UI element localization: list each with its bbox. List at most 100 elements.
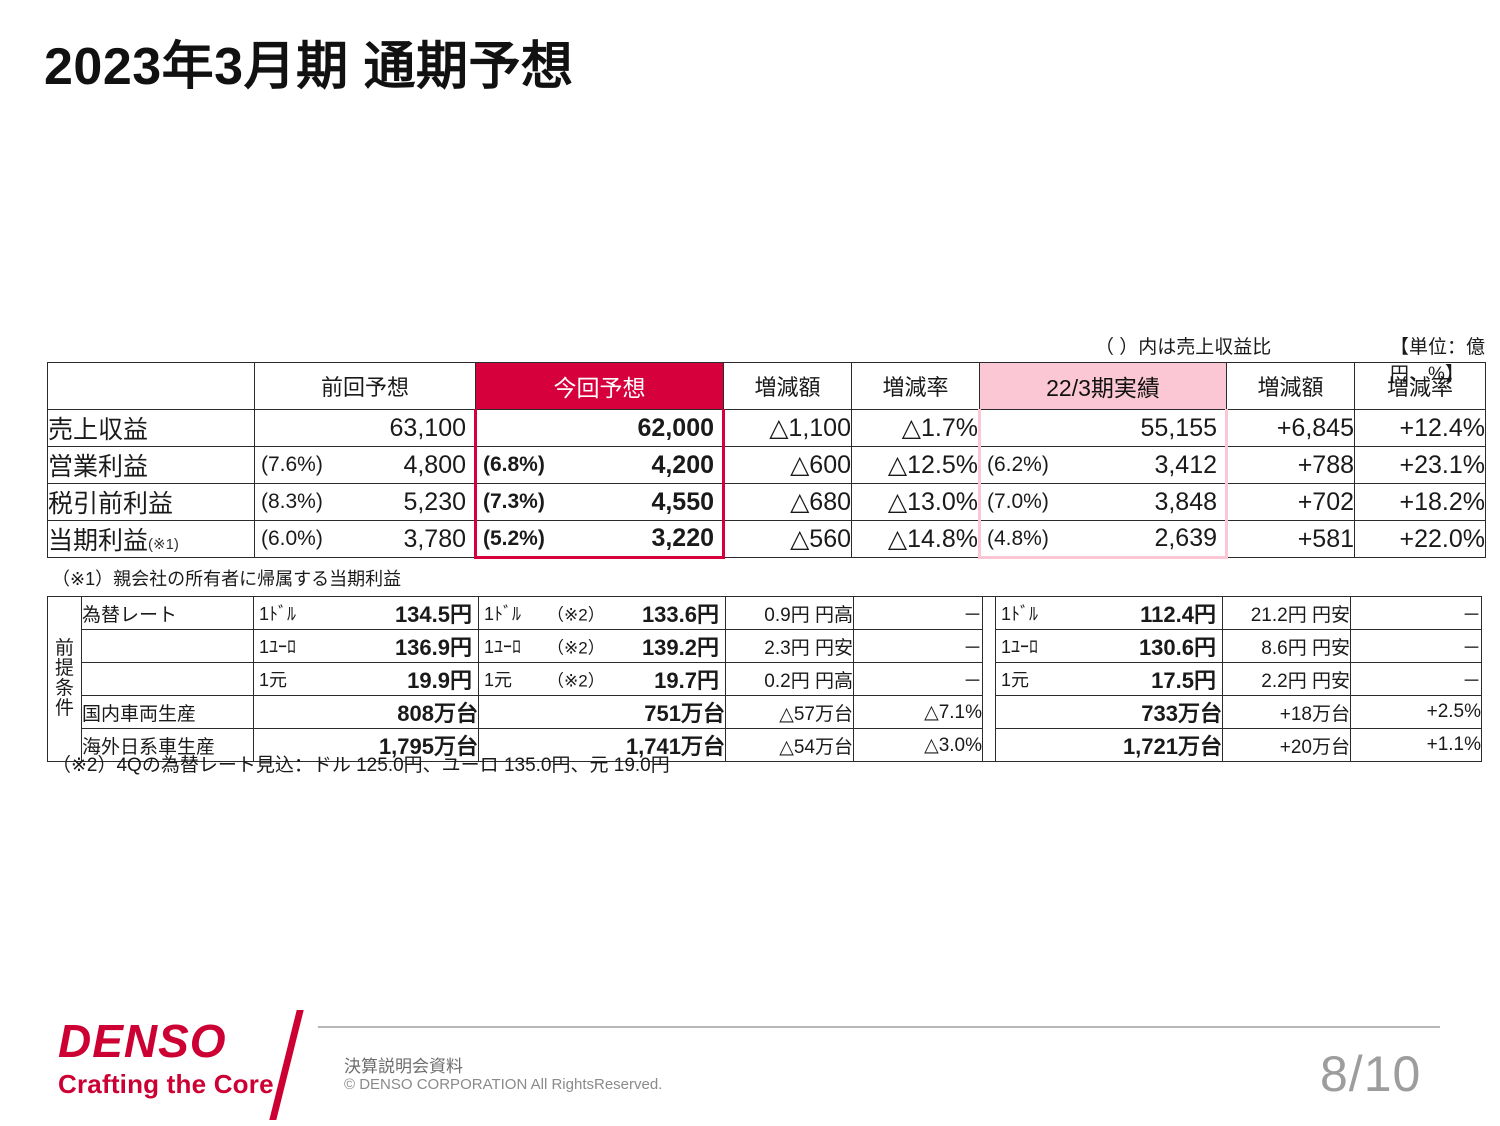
pct-value: (7.3%) <box>483 490 545 513</box>
assumption-item-label: 海外日系車生産 <box>81 728 254 762</box>
cell-actual-net-profit: (4.8%) 2,639 <box>978 520 1228 559</box>
assumptions-table: 前 提 条 件 為替レート 1ﾄﾞﾙ 134.5円 1ﾄﾞﾙ （※2） 133.6円 … <box>47 596 1482 762</box>
header-previous-forecast: 前回予想 <box>254 362 476 410</box>
cell-prev-operating-profit: (7.6%) 4,800 <box>254 446 476 484</box>
cell-diff2-operating-profit: +788 <box>1226 446 1355 484</box>
amount-value: 55,155 <box>1140 413 1217 442</box>
pct-value: (6.8%) <box>483 453 545 476</box>
table-notes: （ ）内は売上収益比 【単位：億円、%】 <box>45 332 1485 385</box>
assumption-rate2-eur: － <box>1350 629 1482 663</box>
assumption-diff1-overseas: △54万台 <box>725 728 854 762</box>
cell-rate1-operating-profit: △12.5% <box>851 446 980 484</box>
assumption-row: 1元 19.9円 1元 （※2） 19.7円 0.2円 円高 － 1元 17.5円 2.… <box>48 662 1482 696</box>
footnote-ref: （※2） <box>547 671 605 691</box>
assumptions-section: 前 提 条 件 為替レート 1ﾄﾞﾙ 134.5円 1ﾄﾞﾙ （※2） 133.6円 … <box>47 596 1482 762</box>
assumption-rate2-cny: － <box>1350 662 1482 696</box>
row-label-net-profit: 当期利益(※1) <box>47 520 255 558</box>
cell-prev-net-profit: (6.0%) 3,780 <box>254 520 476 558</box>
amount-value: 4,200 <box>651 450 714 479</box>
assumption-rate1-cny: － <box>853 662 983 696</box>
vlabel-char: 条 <box>54 678 74 699</box>
assumption-current-eur: 1ﾕｰﾛ （※2） 139.2円 <box>478 629 726 663</box>
footnote-ref: （※2） <box>547 605 605 625</box>
amount-value: 19.7円 <box>654 668 719 693</box>
amount-value: 130.6円 <box>1138 635 1216 660</box>
amount-value: 3,780 <box>403 524 466 553</box>
page-title: 2023年3月期 通期予想 <box>44 38 574 96</box>
header-current-forecast: 今回予想 <box>475 362 724 410</box>
row-label-pretax-profit: 税引前利益 <box>47 483 255 521</box>
assumption-current-cny: 1元 （※2） 19.7円 <box>478 662 726 696</box>
logo-wordmark: DENSO <box>58 1015 227 1067</box>
denso-logo: DENSO Crafting the Core <box>58 1018 274 1097</box>
cell-rate2-pretax-profit: +18.2% <box>1354 483 1486 521</box>
logo-tagline: Crafting the Core <box>58 1069 274 1099</box>
table-row: 当期利益(※1) (6.0%) 3,780 (5.2%) 3,220 △560 △1… <box>47 520 1486 559</box>
header-change-amount-2: 増減額 <box>1226 362 1355 410</box>
assumption-rate1-usd: － <box>853 596 983 630</box>
cell-current-pretax-profit: (7.3%) 4,550 <box>474 483 725 521</box>
cell-rate1-revenue: △1.7% <box>851 409 980 447</box>
assumption-diff2-cny: 2.2円 円安 <box>1222 662 1351 696</box>
assumption-rate1-eur: － <box>853 629 983 663</box>
currency-label: 1ﾄﾞﾙ <box>484 604 522 624</box>
assumption-item-label: 為替レート <box>81 596 254 630</box>
cell-rate2-operating-profit: +23.1% <box>1354 446 1486 484</box>
cell-current-revenue: 62,000 <box>474 409 725 447</box>
cell-prev-pretax-profit: (8.3%) 5,230 <box>254 483 476 521</box>
row-label-text: 営業利益 <box>48 453 149 481</box>
pct-value: (7.6%) <box>261 453 323 476</box>
assumption-rate1-overseas: △3.0% <box>853 728 983 762</box>
assumption-row: 海外日系車生産 1,795万台 1,741万台 △54万台 △3.0% 1,72… <box>48 728 1482 762</box>
row-label-operating-profit: 営業利益 <box>47 446 255 484</box>
assumptions-gap <box>983 597 996 762</box>
assumption-diff1-domestic: △57万台 <box>725 695 854 729</box>
assumption-row: 前 提 条 件 為替レート 1ﾄﾞﾙ 134.5円 1ﾄﾞﾙ （※2） 133.6円 … <box>47 596 1482 762</box>
pct-value: (5.2%) <box>483 526 545 550</box>
assumption-prev-eur: 1ﾕｰﾛ 136.9円 <box>253 629 479 663</box>
assumption-current-overseas: 1,741万台 <box>478 728 726 762</box>
forecast-table: 前回予想 今回予想 増減額 増減率 22/3期実績 増減額 増減率 売上収益 6… <box>47 362 1486 559</box>
assumption-prev-domestic: 808万台 <box>253 695 479 729</box>
row-label-text: 当期利益 <box>48 527 149 555</box>
page-number: 8/10 <box>1320 1046 1422 1102</box>
amount-value: 2,639 <box>1154 524 1217 552</box>
vlabel-char: 提 <box>54 657 74 679</box>
assumption-diff1-eur: 2.3円 円安 <box>725 629 854 663</box>
assumption-row: 国内車両生産 808万台 751万台 △57万台 △7.1% 733万台 +18… <box>48 695 1482 729</box>
assumption-actual-eur: 1ﾕｰﾛ 130.6円 <box>995 629 1223 663</box>
assumption-diff2-domestic: +18万台 <box>1222 695 1351 729</box>
header-change-amount-1: 増減額 <box>723 362 852 410</box>
vlabel-char: 件 <box>54 698 74 720</box>
currency-label: 1ﾕｰﾛ <box>259 637 297 657</box>
currency-label: 1ﾕｰﾛ <box>1001 637 1039 657</box>
currency-label: 1元 <box>259 670 288 690</box>
cell-diff2-net-profit: +581 <box>1226 520 1355 558</box>
table-row: 税引前利益 (8.3%) 5,230 (7.3%) 4,550 △680 △13.0… <box>47 483 1486 521</box>
cell-prev-revenue: 63,100 <box>254 409 476 447</box>
cell-diff1-operating-profit: △600 <box>723 446 852 484</box>
cell-current-net-profit: (5.2%) 3,220 <box>474 520 725 559</box>
currency-label: 1ﾄﾞﾙ <box>1001 604 1039 624</box>
assumption-item-label <box>81 662 254 696</box>
assumption-current-usd: 1ﾄﾞﾙ （※2） 133.6円 <box>478 596 726 630</box>
amount-value: 3,412 <box>1154 450 1217 479</box>
assumption-item-label <box>81 629 254 663</box>
cell-diff1-pretax-profit: △680 <box>723 483 852 521</box>
footnote-2: （※2）4Qの為替レート見込：ドル 125.0円、ユーロ 135.0円、元 19… <box>52 755 670 776</box>
assumption-diff2-usd: 21.2円 円安 <box>1222 596 1351 630</box>
vlabel-char: 前 <box>54 637 74 659</box>
row-label-revenue: 売上収益 <box>47 409 255 447</box>
assumption-rate2-domestic: +2.5% <box>1350 695 1482 729</box>
assumption-prev-overseas: 1,795万台 <box>253 728 479 762</box>
ratio-note: （ ）内は売上収益比 <box>1095 337 1272 358</box>
footnote-1: （※1）親会社の所有者に帰属する当期利益 <box>52 569 402 589</box>
footer-divider-line <box>318 1026 1440 1028</box>
amount-value: 5,230 <box>403 487 466 516</box>
amount-value: 112.4円 <box>1140 602 1216 627</box>
cell-diff2-pretax-profit: +702 <box>1226 483 1355 521</box>
currency-label: 1ﾄﾞﾙ <box>259 604 297 624</box>
assumption-actual-cny: 1元 17.5円 <box>995 662 1223 696</box>
footnote-ref: （※2） <box>547 638 605 658</box>
